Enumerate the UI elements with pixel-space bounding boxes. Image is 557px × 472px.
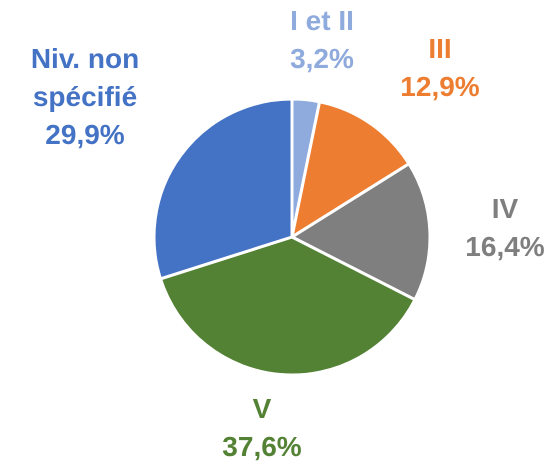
value-label: 16,4% bbox=[465, 231, 545, 262]
pie-slice bbox=[288, 161, 432, 302]
category-label: I et II bbox=[290, 5, 354, 36]
slice-label: I et II 3,2% bbox=[262, 2, 382, 78]
value-label: 37,6% bbox=[222, 431, 302, 462]
slice-label: IV 16,4% bbox=[445, 190, 557, 266]
slice-label: V 37,6% bbox=[202, 390, 322, 466]
category-label: V bbox=[252, 393, 272, 424]
value-label: 29,9% bbox=[45, 119, 125, 150]
pie-slice bbox=[152, 97, 294, 281]
category-label: III bbox=[428, 33, 452, 64]
pie-slice bbox=[289, 100, 412, 241]
pie-slice bbox=[158, 235, 417, 377]
slice-label: Niv. non spécifié 29,9% bbox=[0, 40, 175, 154]
value-label: 3,2% bbox=[290, 43, 354, 74]
value-label: 12,9% bbox=[400, 71, 480, 102]
slice-label: III 12,9% bbox=[370, 30, 510, 106]
category-label: IV bbox=[491, 193, 519, 224]
category-label: Niv. non spécifié bbox=[30, 43, 140, 112]
